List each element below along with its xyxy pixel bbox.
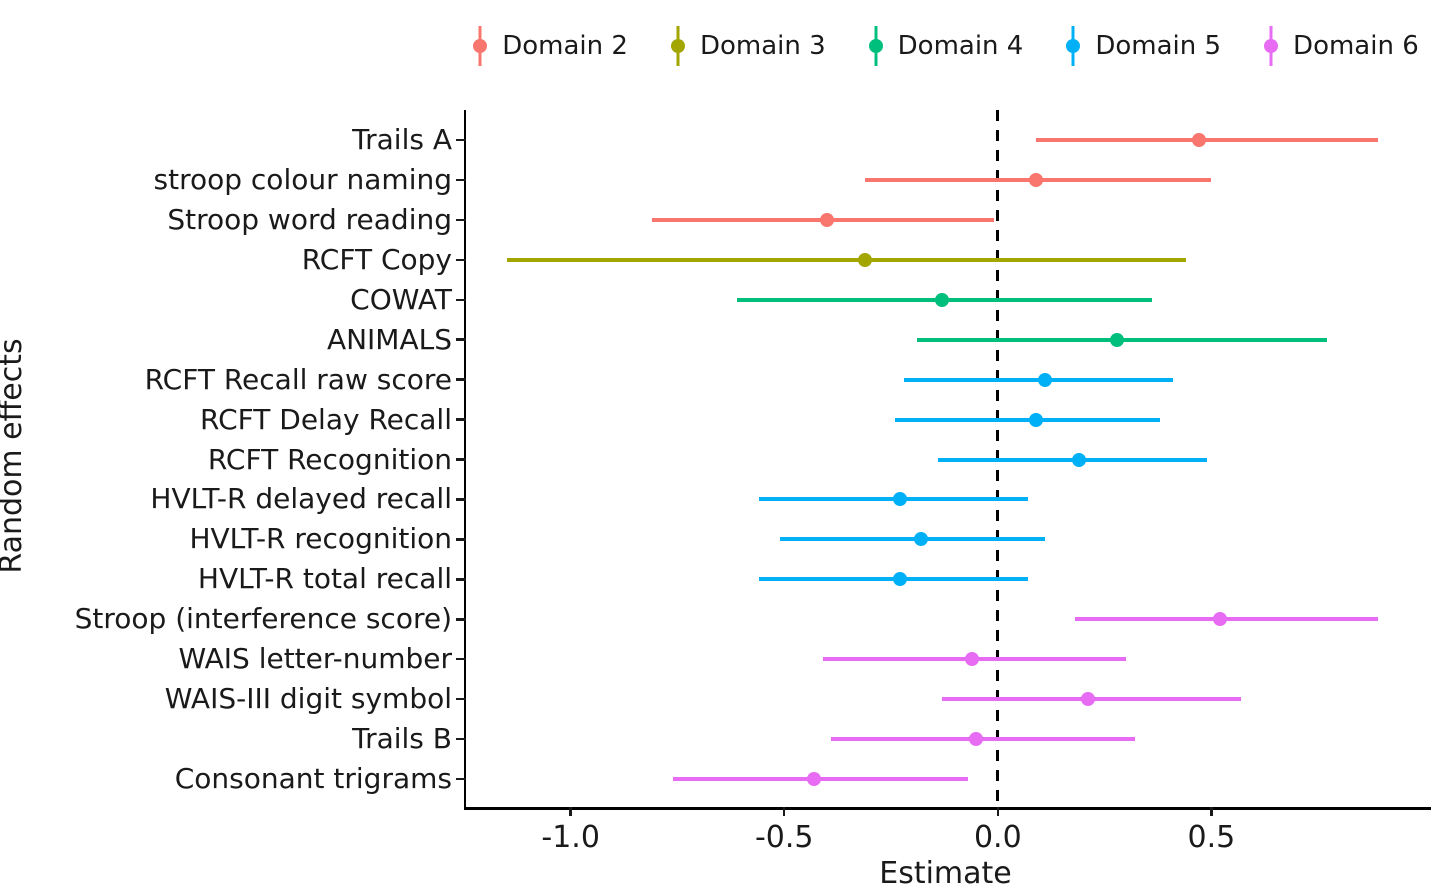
point-estimate xyxy=(969,732,984,747)
legend-item: Domain 4 xyxy=(868,23,1024,69)
y-axis-tick xyxy=(456,618,466,621)
y-axis-tick xyxy=(456,138,466,142)
x-axis-tick xyxy=(782,807,786,816)
legend-item: Domain 2 xyxy=(472,23,628,69)
confidence-interval-line xyxy=(895,417,1161,422)
legend: Domain 2 Domain 3 Domain 4 Domain 5 Domain 6 xyxy=(466,18,1425,74)
x-tick-label: -1.0 xyxy=(541,820,600,855)
legend-item: Domain 5 xyxy=(1065,23,1221,69)
legend-label: Domain 2 xyxy=(502,31,628,61)
x-tick-label: 0.0 xyxy=(973,820,1022,855)
point-estimate xyxy=(935,292,950,307)
y-tick-label: WAIS-III digit symbol xyxy=(164,682,452,716)
point-estimate xyxy=(892,572,907,587)
y-tick-label: RCFT Copy xyxy=(301,242,452,276)
y-tick-label: Consonant trigrams xyxy=(174,762,452,795)
point-estimate xyxy=(913,532,928,547)
confidence-interval-line xyxy=(506,257,1186,262)
x-axis-tick xyxy=(996,807,1000,816)
pointrange-key-icon xyxy=(670,23,686,69)
confidence-interval-line xyxy=(1036,138,1378,142)
y-axis-tick xyxy=(456,578,466,581)
point-estimate xyxy=(1029,172,1044,187)
y-tick-label: HVLT-R delayed recall xyxy=(150,482,452,516)
point-estimate xyxy=(1110,332,1125,347)
point-estimate xyxy=(1071,452,1086,467)
y-axis-tick xyxy=(456,258,466,262)
y-tick-label: HVLT-R total recall xyxy=(197,562,452,596)
y-axis-tick xyxy=(456,777,466,781)
x-axis-tick xyxy=(569,807,572,816)
point-estimate xyxy=(858,252,873,267)
x-axis-tick xyxy=(1210,807,1213,816)
legend-key-point xyxy=(1264,39,1279,53)
y-axis-tick xyxy=(456,498,466,501)
legend-key-point xyxy=(868,39,883,53)
y-tick-label: WAIS letter-number xyxy=(178,642,452,676)
y-tick-label: RCFT Recall raw score xyxy=(144,362,452,396)
x-tick-label: 0.5 xyxy=(1187,820,1236,855)
x-axis-line xyxy=(463,807,1431,810)
point-estimate xyxy=(807,772,822,786)
y-tick-label: Stroop (interference score) xyxy=(74,602,452,636)
point-estimate xyxy=(1080,692,1095,707)
y-axis-tick xyxy=(456,298,466,301)
x-axis-title: Estimate xyxy=(879,856,1012,891)
pointrange-key-icon xyxy=(1065,23,1081,69)
point-estimate xyxy=(1212,612,1227,627)
y-tick-label: Trails B xyxy=(352,722,452,756)
legend-key-point xyxy=(1066,39,1081,53)
y-axis-tick xyxy=(456,338,466,341)
pointrange-key-icon xyxy=(472,23,488,69)
point-estimate xyxy=(1191,133,1206,147)
pointrange-key-icon xyxy=(868,23,884,69)
legend-key-point xyxy=(473,39,488,53)
legend-label: Domain 5 xyxy=(1095,31,1222,61)
point-estimate xyxy=(965,652,980,667)
y-axis-tick xyxy=(456,657,466,661)
y-axis-tick xyxy=(456,538,466,541)
y-axis-tick xyxy=(456,378,466,381)
legend-label: Domain 3 xyxy=(699,31,826,61)
y-tick-label: RCFT Recognition xyxy=(207,442,452,476)
y-axis-tick xyxy=(456,418,466,421)
point-estimate xyxy=(1037,372,1052,387)
point-estimate xyxy=(892,492,907,507)
y-tick-label: COWAT xyxy=(350,282,452,316)
confidence-interval-line xyxy=(779,537,1045,542)
y-tick-label: HVLT-R recognition xyxy=(189,522,452,556)
legend-item: Domain 3 xyxy=(670,23,826,69)
pointrange-key-icon xyxy=(1263,23,1279,69)
y-axis-tick xyxy=(456,178,466,182)
legend-label: Domain 6 xyxy=(1293,31,1419,61)
y-tick-label: ANIMALS xyxy=(326,322,452,356)
legend-key-point xyxy=(670,39,685,53)
y-tick-label: Stroop word reading xyxy=(167,202,452,236)
y-axis-tick xyxy=(456,697,466,701)
point-estimate xyxy=(1029,412,1044,427)
y-axis-tick xyxy=(456,737,466,741)
legend-label: Domain 4 xyxy=(897,31,1024,61)
y-axis-tick xyxy=(456,218,466,222)
y-axis-tick xyxy=(456,458,466,461)
x-tick-label: -0.5 xyxy=(754,820,814,855)
legend-item: Domain 6 xyxy=(1263,23,1419,69)
point-estimate xyxy=(819,212,834,227)
y-tick-label: Trails A xyxy=(352,123,452,156)
y-tick-label: stroop colour naming xyxy=(153,162,452,196)
y-tick-label: RCFT Delay Recall xyxy=(200,402,452,436)
